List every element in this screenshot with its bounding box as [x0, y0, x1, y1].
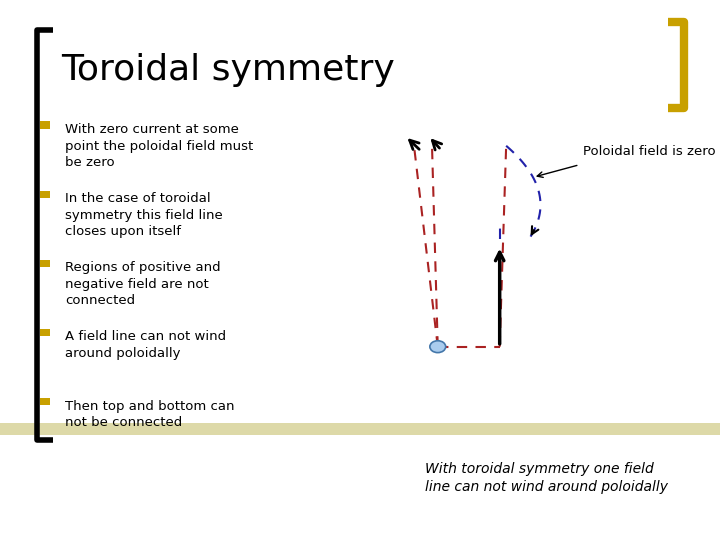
Text: A field line can not wind
around poloidally: A field line can not wind around poloida…	[65, 330, 226, 360]
Bar	[40, 398, 50, 405]
FancyBboxPatch shape	[0, 423, 720, 435]
Text: Then top and bottom can
not be connected: Then top and bottom can not be connected	[65, 400, 234, 429]
Text: Toroidal symmetry: Toroidal symmetry	[61, 53, 395, 87]
Bar	[40, 329, 50, 336]
Circle shape	[430, 341, 446, 353]
Bar	[40, 260, 50, 267]
Bar	[40, 191, 50, 198]
Text: In the case of toroidal
symmetry this field line
closes upon itself: In the case of toroidal symmetry this fi…	[65, 192, 222, 238]
Bar	[40, 122, 50, 129]
Text: With zero current at some
point the poloidal field must
be zero: With zero current at some point the polo…	[65, 123, 253, 169]
Text: With toroidal symmetry one field
line can not wind around poloidally: With toroidal symmetry one field line ca…	[425, 462, 668, 494]
Text: Regions of positive and
negative field are not
connected: Regions of positive and negative field a…	[65, 261, 220, 307]
Text: Poloidal field is zero: Poloidal field is zero	[583, 145, 716, 158]
